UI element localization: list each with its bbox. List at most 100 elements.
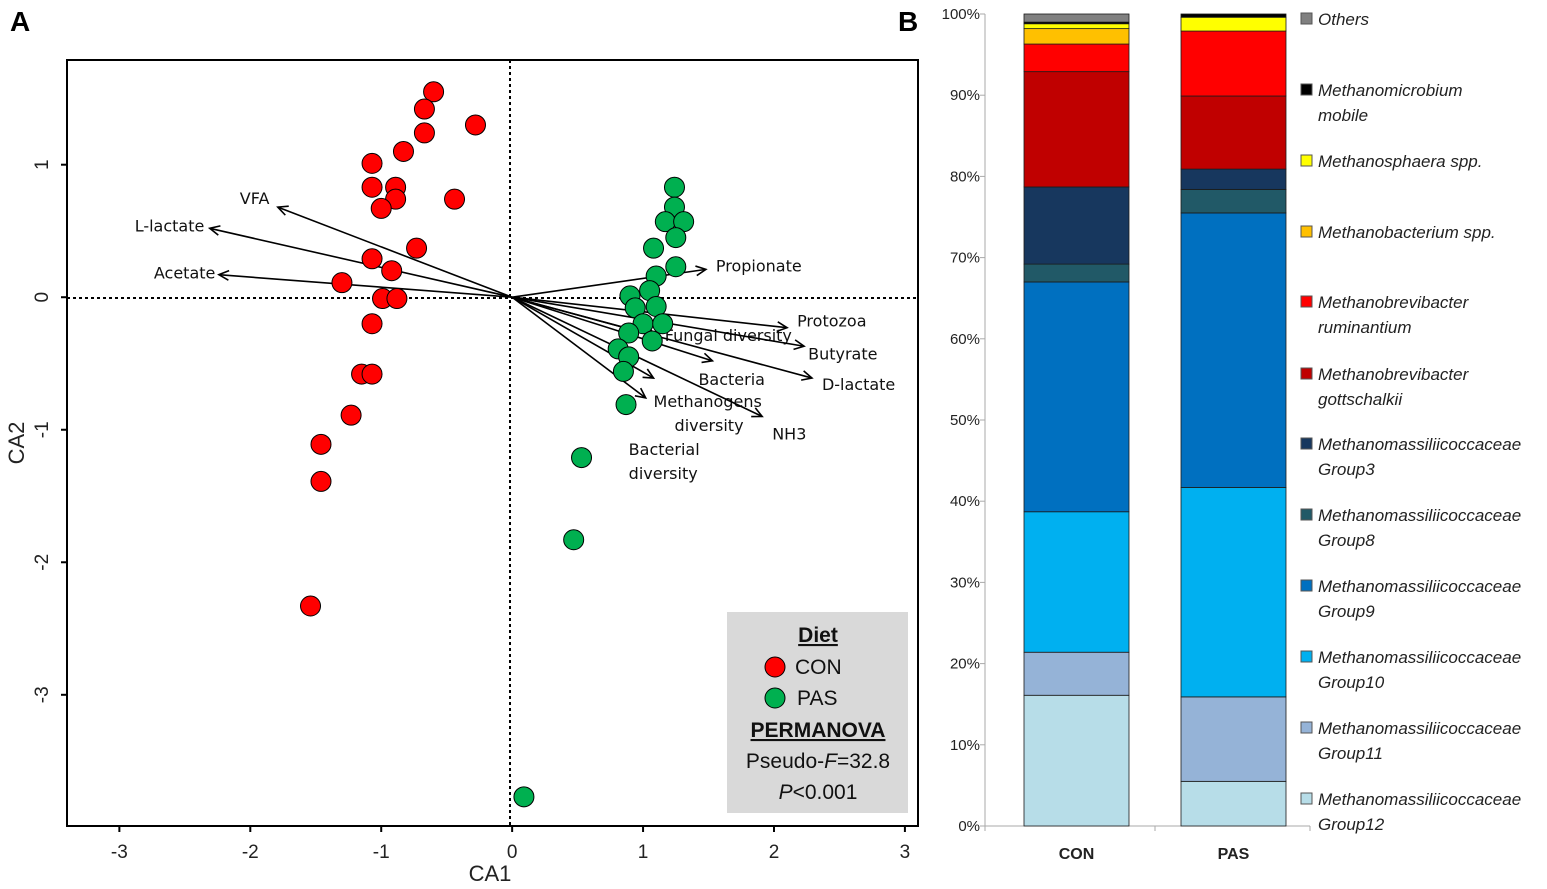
vector-label: VFA — [240, 189, 270, 208]
legend-label: Group10 — [1318, 673, 1385, 692]
category-label: PAS — [1218, 846, 1250, 863]
vector-label-text: L-lactate — [135, 216, 205, 235]
y-tick-label: 30% — [950, 574, 980, 591]
point-pas — [652, 313, 674, 335]
vector-arrow: L-lactate — [135, 216, 513, 299]
stacked-bar-chart: 0% 10% 20% 30% 40% 50% 60% 70% 80% 90% 100% CON PAS… — [942, 6, 1522, 863]
point-con — [413, 98, 435, 120]
point-pas — [615, 394, 637, 416]
legend-label: Methanosphaera spp. — [1318, 152, 1482, 171]
point-con — [310, 433, 332, 455]
legend-label: Group9 — [1318, 602, 1375, 621]
legend-label: Group3 — [1318, 460, 1375, 479]
legend-label: gottschalkii — [1318, 390, 1403, 409]
legend-swatch — [1300, 83, 1313, 96]
vector-label: Methanogens diversity — [654, 392, 762, 435]
x-tick-label: -3 — [111, 842, 128, 863]
point-con — [310, 470, 332, 492]
vector-arrow: Acetate — [154, 264, 513, 299]
point-con — [413, 122, 435, 144]
vector-label-text: NH3 — [772, 424, 806, 443]
bar-segment-pas — [1180, 212, 1287, 488]
legend-swatch — [1300, 437, 1313, 450]
legend-swatch — [1300, 508, 1313, 521]
legend-label: Methanomicrobium — [1318, 81, 1463, 100]
y-axis-label: CA2 — [4, 422, 29, 465]
vector-arrow: Methanogens diversity — [511, 296, 762, 435]
stat-p: P<0.001 — [779, 781, 858, 804]
vector-label-text: D-lactate — [822, 375, 895, 394]
point-con — [361, 176, 383, 198]
vector-label-text: Acetate — [154, 264, 216, 283]
point-pas — [663, 176, 685, 198]
legend: Diet CON PAS PERMANOVA Pseudo-F=32.8 P<0… — [727, 612, 908, 813]
legend-label: Group12 — [1318, 815, 1385, 834]
vector-label-text: diversity — [675, 416, 744, 435]
y-tick-label: 60% — [950, 331, 980, 348]
point-pas — [513, 786, 535, 808]
bar-segment-con — [1023, 694, 1130, 827]
bar-segment-pas — [1180, 780, 1287, 827]
vector-label-text: Propionate — [716, 256, 802, 275]
x-tick-label: -1 — [373, 842, 390, 863]
legend-label: Methanomassiliicoccaceae — [1318, 435, 1521, 454]
point-con — [386, 288, 408, 310]
stat-p-value: <0.001 — [793, 781, 858, 804]
bar-segment-pas — [1180, 95, 1287, 170]
point-con — [392, 140, 414, 162]
x-tick-label: -2 — [242, 842, 259, 863]
bar-segment-con — [1023, 511, 1130, 653]
vector-label-text: Butyrate — [808, 344, 877, 363]
legend-label: Methanobrevibacter — [1318, 365, 1470, 384]
y-tick-label: 90% — [950, 87, 980, 104]
vector-label-text: VFA — [240, 189, 270, 208]
legend-label: Methanomassiliicoccaceae — [1318, 577, 1521, 596]
point-con — [340, 404, 362, 426]
y-tick-label: 70% — [950, 250, 980, 267]
legend-entry: Methanomassiliicoccaceae Group9 — [1300, 577, 1521, 621]
bar-segment-pas — [1180, 168, 1287, 190]
bar-segment-con — [1023, 186, 1130, 265]
point-con — [444, 188, 466, 210]
vector-arrow: Bacteria — [511, 296, 765, 389]
y-tick-label: 20% — [950, 656, 980, 673]
x-tick-label: 0 — [507, 842, 518, 863]
legend-marker-con — [764, 656, 786, 678]
y-tick-label: -3 — [32, 686, 53, 703]
legend-entry: Methanomassiliicoccaceae Group8 — [1300, 506, 1521, 550]
legend-entry: Methanomassiliicoccaceae Group3 — [1300, 435, 1521, 479]
plot-frame — [66, 59, 919, 827]
point-con — [406, 237, 428, 259]
point-pas — [665, 227, 687, 249]
point-con — [361, 152, 383, 174]
legend-title: Diet — [798, 624, 838, 647]
x-axis-label: CA1 — [469, 861, 512, 886]
legend-label-pas: PAS — [797, 687, 837, 710]
point-pas — [641, 330, 663, 352]
point-con — [464, 114, 486, 136]
point-con — [370, 197, 392, 219]
legend-label: Methanobacterium spp. — [1318, 223, 1496, 242]
vector-arrow: Bacterial diversity — [511, 296, 700, 483]
legend-entry: Methanobrevibacter ruminantium — [1300, 293, 1470, 337]
bar-segment-pas — [1180, 188, 1287, 214]
stat-f-prefix: Pseudo- — [746, 750, 824, 773]
point-con — [361, 248, 383, 270]
legend-marker-pas — [764, 687, 786, 709]
y-tick-label: 10% — [950, 737, 980, 754]
vector-label-text: Bacteria — [698, 370, 765, 389]
stat-p-symbol: P — [779, 781, 793, 804]
legend-box — [727, 612, 908, 813]
y-tick-label: 80% — [950, 168, 980, 185]
x-tick-label: 3 — [900, 842, 911, 863]
point-pas — [612, 360, 634, 382]
vector-label: Butyrate — [808, 344, 877, 363]
vector-label: Bacterial diversity — [629, 440, 700, 483]
legend-label: Methanomassiliicoccaceae — [1318, 719, 1521, 738]
vector-label: Fungal diversity — [665, 326, 792, 345]
y-tick-label: 50% — [950, 412, 980, 429]
bar-segment-con — [1023, 43, 1130, 73]
vector-label: Acetate — [154, 264, 216, 283]
bar-segment-con — [1023, 13, 1130, 23]
panel-label-b: B — [898, 6, 918, 37]
